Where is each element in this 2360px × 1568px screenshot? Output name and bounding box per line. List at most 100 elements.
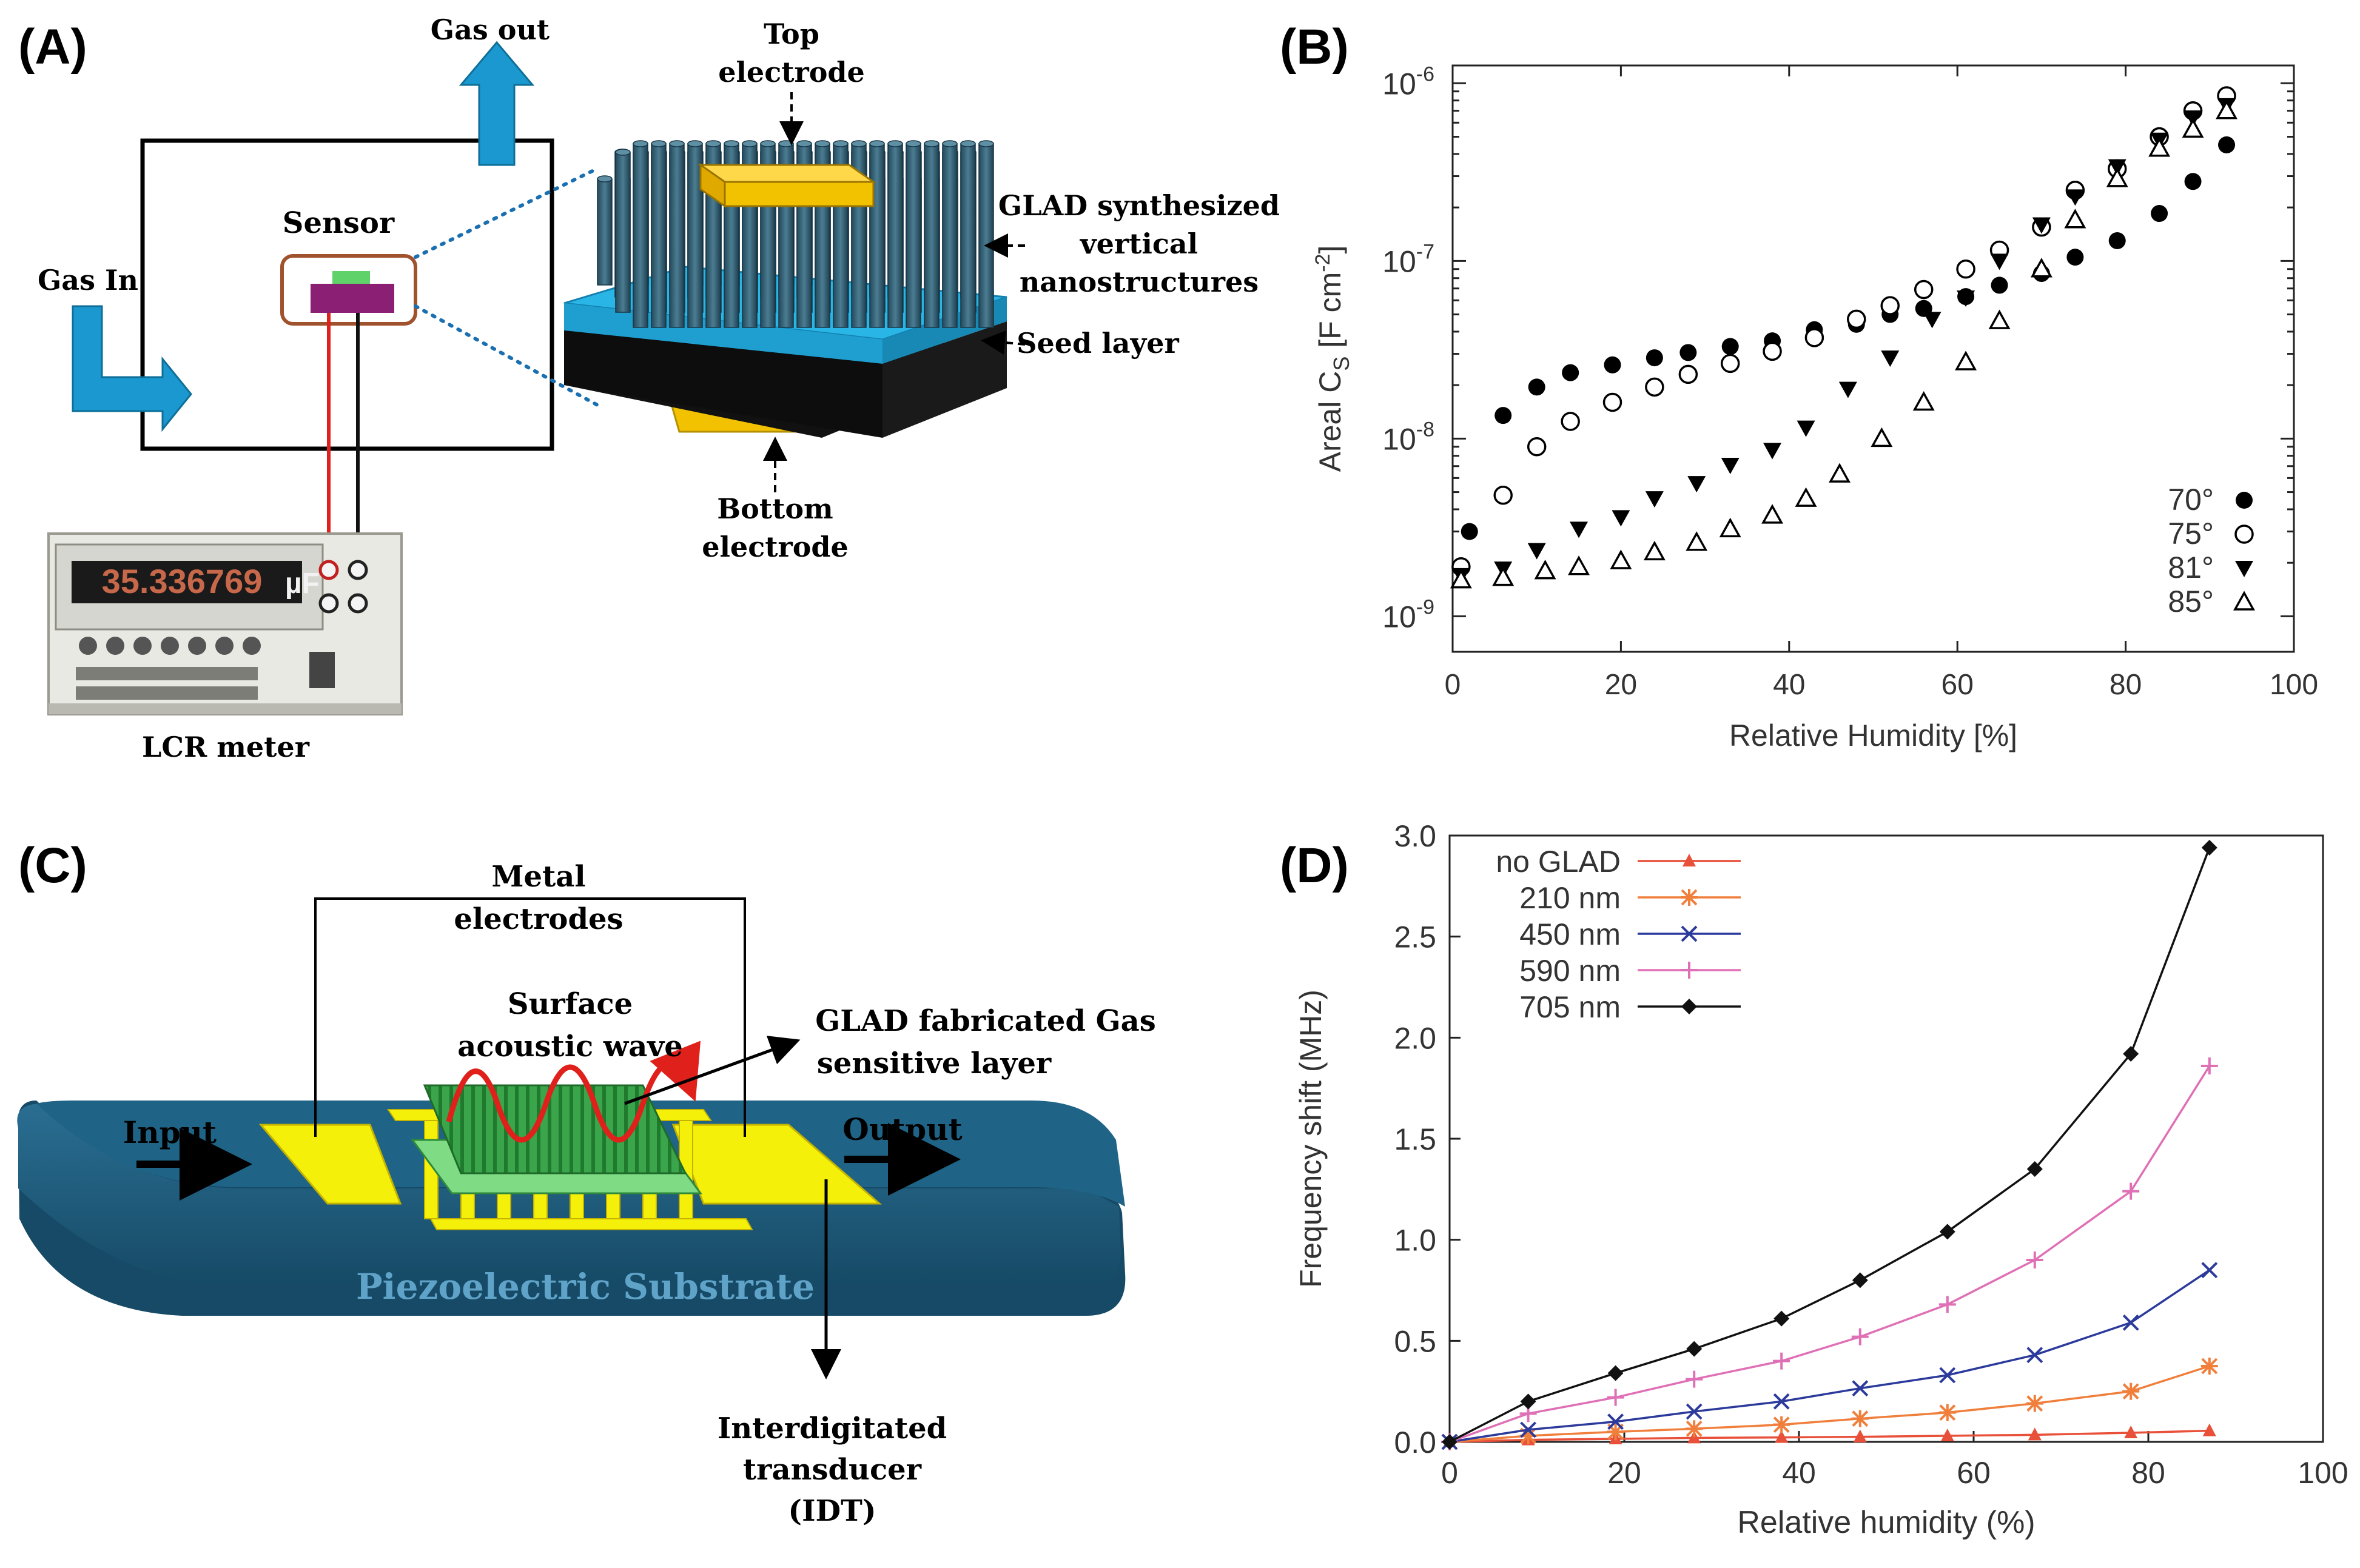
data-point: [1991, 276, 2008, 294]
metal-electrodes-label-2: electrodes: [454, 902, 623, 936]
marker-stroke: [1681, 925, 1698, 942]
data-point: [1881, 350, 1900, 367]
legend-marker: [1683, 854, 1696, 866]
y-tick-label: 2.0: [1394, 1021, 1436, 1055]
gas-out-label: Gas out: [431, 13, 550, 46]
nanorod: [960, 140, 976, 328]
data-point: [2122, 1382, 2140, 1400]
data-point: [1719, 517, 1741, 538]
data-point: [2122, 1182, 2140, 1200]
lcr-meter-label: LCR meter: [142, 731, 310, 763]
data-point: [1607, 1423, 1624, 1441]
lcr-keypad: [76, 637, 335, 700]
data-point: [1686, 1370, 1703, 1388]
marker-stroke: [2201, 1262, 2218, 1279]
data-point: [1938, 1404, 1956, 1421]
nanorod: [978, 140, 994, 328]
marker-stroke: [1607, 1413, 1624, 1430]
legend-marker: [2233, 591, 2255, 611]
data-point: [1871, 427, 1893, 447]
data-point: [1645, 377, 1664, 397]
data-point: [2106, 167, 2128, 187]
data-point: [1721, 338, 1739, 355]
data-point: [1763, 443, 1782, 460]
nanorod: [869, 140, 885, 328]
glad-label-3: nanostructures: [1020, 266, 1259, 298]
data-point: [1602, 392, 1622, 412]
data-point: [1561, 412, 1580, 431]
data-point: [1520, 1393, 1536, 1410]
data-point: [2026, 1347, 2043, 1364]
lcr-meter: 35.336769 µF: [47, 532, 403, 715]
data-point: [1773, 1393, 1790, 1410]
legend-label: 450 nm: [1519, 917, 1621, 951]
data-point: [1923, 312, 1941, 329]
data-point: [1643, 540, 1666, 561]
nanorod-cap: [742, 140, 758, 147]
legend-marker: [1681, 925, 1698, 942]
data-point: [1804, 328, 1824, 347]
nanorod-cap: [833, 140, 849, 147]
data-point: [1679, 344, 1697, 361]
data-point: [2151, 205, 2168, 223]
series-line: [1449, 847, 2211, 1443]
x-tick-label: 20: [1605, 669, 1637, 701]
x-tick-label: 100: [2298, 1456, 2348, 1490]
data-point: [1461, 523, 1478, 540]
nanorod-body: [615, 152, 631, 313]
nanorod-cap: [869, 140, 885, 147]
nanorod: [887, 140, 903, 328]
plot-frame: [1451, 64, 2295, 653]
marker-stroke: [1939, 1367, 1956, 1384]
lcr-display-unit: µF: [285, 568, 320, 600]
data-point: [2182, 118, 2204, 138]
nanorod-body: [869, 143, 885, 328]
data-point: [1939, 1224, 1955, 1240]
data-point: [1957, 290, 1975, 307]
y-tick-label: 10-6: [1382, 62, 1434, 101]
data-point: [2066, 189, 2085, 206]
sensor-label: Sensor: [283, 206, 395, 240]
nanorod-cap: [924, 140, 940, 147]
nanorod-cap: [851, 140, 867, 147]
data-point: [1686, 1403, 1703, 1420]
x-tick-label: 0: [1445, 669, 1461, 701]
nanorod: [633, 140, 648, 328]
data-point: [1956, 259, 1975, 279]
glad-layer-label-1: GLAD fabricated Gas: [815, 1004, 1156, 1038]
data-point: [2201, 1262, 2218, 1279]
nanorod-forest: [597, 140, 994, 328]
data-point: [2200, 1057, 2218, 1074]
nanorod-cap: [669, 140, 685, 147]
marker-stroke: [2026, 1347, 2043, 1364]
data-point: [1607, 1389, 1624, 1406]
idt-label-2: transducer: [743, 1453, 922, 1487]
data-point: [1534, 559, 1556, 580]
y-axis-label: Frequency shift (MHz): [1294, 990, 1328, 1288]
nanorod-cap: [615, 149, 631, 156]
data-point: [1607, 1365, 1624, 1381]
data-point: [2148, 137, 2171, 157]
series-2: [1441, 1262, 2218, 1450]
data-point: [1838, 381, 1857, 398]
nanorod-body: [651, 143, 667, 328]
saw-wave: [446, 1040, 701, 1143]
x-tick-label: 60: [1957, 1456, 1991, 1490]
nanorod-cap: [960, 140, 976, 147]
data-point: [2026, 1251, 2043, 1268]
chart-b: 0 20 40 60 80 100 10-9 10-8 10-7 10-6 Relative Hum…: [1311, 62, 2318, 752]
series-line: [1449, 1429, 2210, 1443]
legend-label: 81°: [2168, 551, 2214, 585]
data-point: [1775, 1430, 1789, 1443]
bottom-electrode-label-2: electrode: [702, 531, 849, 563]
data-point: [1851, 1328, 1869, 1345]
x-tick-label: 100: [2270, 669, 2318, 701]
bottom-electrode-label-1: Bottom: [717, 492, 833, 525]
gas-out-arrow-icon: [459, 41, 535, 166]
x-axis-label: Relative Humidity [%]: [1729, 719, 2017, 752]
x-axis-label: Relative humidity (%): [1737, 1505, 2035, 1540]
glad-label-1: GLAD synthesized: [998, 189, 1280, 222]
series-2: [1451, 98, 2236, 585]
marker-stroke: [1686, 1403, 1703, 1420]
legend-label: 590 nm: [1519, 954, 1621, 988]
